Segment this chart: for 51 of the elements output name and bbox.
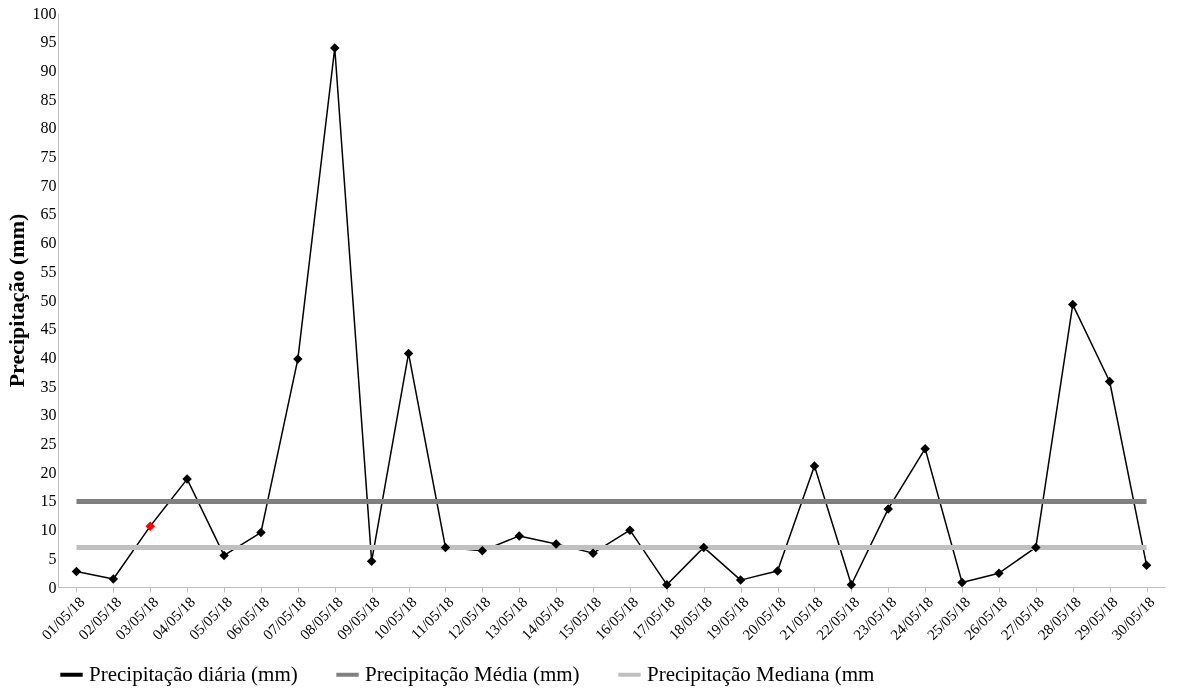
- y-tick-label: 5: [48, 549, 57, 567]
- y-tick-label: 10: [40, 521, 57, 539]
- legend-label: Precipitação Média (mm): [365, 661, 580, 686]
- y-tick-label: 90: [40, 61, 57, 79]
- point: [1031, 542, 1041, 553]
- point: [662, 579, 672, 590]
- point: [256, 527, 266, 538]
- point: [846, 579, 857, 590]
- y-tick-label: 35: [40, 377, 57, 395]
- point: [883, 504, 893, 514]
- point: [772, 566, 783, 576]
- point: [1104, 376, 1115, 387]
- y-tick-label: 55: [40, 262, 57, 280]
- point: [366, 556, 377, 566]
- point: [440, 542, 451, 553]
- y-tick-label: 70: [40, 176, 57, 194]
- y-axis-title: Precipitação (mm): [3, 213, 29, 388]
- y-tick-label: 40: [40, 348, 57, 366]
- legend-label: Precipitação diária (mm): [89, 661, 298, 686]
- y-tick-label: 75: [40, 148, 57, 165]
- y-tick-label: 15: [40, 492, 57, 510]
- point: [1068, 299, 1078, 310]
- y-tick-label: 60: [40, 234, 57, 252]
- y-tick-label: 80: [40, 119, 57, 137]
- y-tick-label: 45: [40, 320, 57, 338]
- point: [514, 531, 524, 541]
- y-tick-label: 100: [32, 4, 57, 22]
- point: [145, 521, 155, 531]
- y-tick-label: 30: [40, 406, 57, 424]
- y-tick-label: 50: [40, 291, 57, 309]
- point: [219, 550, 229, 561]
- point: [809, 461, 820, 471]
- point: [330, 43, 340, 53]
- point: [403, 348, 414, 359]
- y-tick-label: 25: [40, 435, 57, 452]
- point: [71, 566, 82, 577]
- point: [1141, 560, 1152, 570]
- y-tick-label: 65: [40, 205, 57, 223]
- point: [994, 568, 1004, 578]
- legend-label: Precipitação Mediana (mm: [647, 661, 875, 686]
- y-tick-label: 20: [40, 463, 57, 481]
- point: [108, 574, 119, 584]
- point: [477, 546, 488, 556]
- point: [293, 354, 303, 364]
- point: [920, 443, 930, 454]
- point: [699, 542, 709, 553]
- y-tick-label: 0: [48, 578, 57, 596]
- y-tick-label: 85: [40, 90, 57, 108]
- point: [735, 575, 746, 585]
- point: [957, 577, 967, 588]
- y-tick-label: 95: [40, 33, 57, 51]
